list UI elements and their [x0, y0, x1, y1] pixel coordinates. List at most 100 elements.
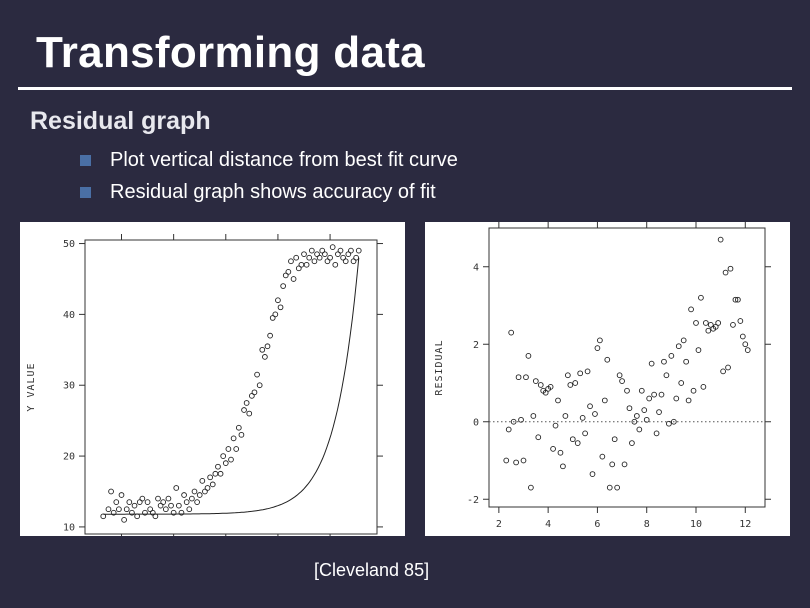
- data-point: [737, 318, 744, 324]
- data-point: [715, 320, 722, 326]
- y-tick-label: 10: [63, 522, 75, 533]
- data-point: [572, 380, 579, 386]
- data-point: [700, 384, 707, 390]
- data-point: [616, 372, 623, 379]
- data-point: [243, 400, 250, 406]
- data-point: [707, 322, 714, 328]
- y-tick-label: 2: [473, 340, 479, 351]
- data-point: [542, 389, 549, 396]
- y-tick-label: 4: [473, 262, 479, 273]
- y-tick-label: 0: [473, 417, 479, 428]
- data-point: [168, 502, 174, 509]
- data-point: [557, 449, 564, 456]
- data-point: [693, 320, 699, 326]
- data-point: [594, 345, 601, 351]
- data-point: [209, 481, 216, 488]
- data-point: [717, 236, 724, 243]
- data-point: [222, 460, 229, 467]
- section-heading: Residual graph: [30, 107, 211, 135]
- citation: [Cleveland 85]: [314, 560, 430, 580]
- data-point: [105, 506, 112, 513]
- scatter-plot-y-value-svg: 10 20 30 40 50 Y VALUE: [26, 234, 383, 536]
- data-point: [653, 430, 660, 437]
- data-point: [131, 502, 138, 509]
- data-point: [648, 360, 655, 367]
- data-point: [272, 311, 279, 318]
- data-point: [293, 254, 300, 261]
- data-point: [604, 356, 611, 363]
- data-point: [673, 395, 680, 402]
- data-point: [690, 387, 697, 394]
- data-point: [703, 320, 709, 326]
- data-point: [735, 296, 741, 303]
- data-point: [207, 474, 213, 481]
- data-point: [306, 254, 313, 261]
- x-tick-label: 12: [739, 519, 751, 530]
- data-point: [589, 471, 596, 477]
- data-point: [611, 436, 618, 443]
- data-point: [181, 492, 187, 498]
- data-point: [725, 364, 731, 371]
- data-point: [316, 254, 323, 261]
- bullet-text: Plot vertical distance from best fit cur…: [110, 149, 458, 171]
- data-point: [562, 413, 569, 419]
- data-point: [332, 261, 339, 268]
- x-tick-label: 8: [644, 519, 650, 530]
- data-point: [355, 247, 362, 254]
- data-point: [643, 416, 650, 423]
- data-point: [199, 478, 206, 484]
- data-point: [322, 251, 328, 258]
- data-point: [722, 269, 729, 276]
- data-point: [624, 387, 630, 394]
- bullet-item: Plot vertical distance from best fit cur…: [80, 144, 458, 176]
- bullet-item: Residual graph shows accuracy of fit: [80, 176, 458, 208]
- data-point: [196, 492, 203, 498]
- residual-plot: -2 0 2 4 2 4 6 8 10 12 RESIDUAL: [425, 222, 790, 536]
- data-point: [641, 407, 648, 413]
- x-tick-label: 6: [594, 519, 600, 530]
- data-point: [113, 499, 120, 505]
- data-point: [327, 254, 333, 261]
- data-point: [569, 436, 576, 443]
- y-tick-label: -2: [467, 495, 479, 506]
- data-point: [601, 397, 608, 404]
- data-point: [311, 258, 318, 265]
- data-point: [609, 461, 616, 468]
- y-tick-label: 20: [63, 452, 75, 463]
- data-point: [176, 502, 182, 509]
- data-point: [280, 283, 286, 289]
- data-point: [121, 516, 127, 523]
- data-point: [142, 509, 148, 516]
- data-point: [225, 446, 232, 452]
- data-point: [614, 484, 620, 491]
- data-point: [579, 415, 586, 421]
- data-point: [215, 463, 221, 470]
- data-point: [518, 416, 524, 423]
- data-point: [574, 440, 581, 446]
- data-point: [680, 337, 687, 344]
- data-point: [139, 495, 146, 502]
- data-point: [118, 492, 125, 498]
- data-point: [217, 470, 224, 477]
- y-axis-label: Y VALUE: [26, 362, 37, 411]
- bullet-list: Plot vertical distance from best fit cur…: [80, 144, 458, 208]
- data-point: [739, 333, 746, 340]
- data-point: [277, 304, 284, 311]
- data-point: [626, 405, 633, 412]
- data-point: [116, 506, 122, 513]
- data-point: [565, 372, 571, 379]
- data-point: [661, 358, 667, 365]
- data-point: [228, 456, 234, 463]
- data-point: [705, 327, 712, 334]
- data-point: [515, 374, 522, 381]
- square-bullet-icon: [80, 154, 91, 166]
- data-point: [675, 343, 682, 350]
- data-point: [505, 426, 512, 433]
- data-point: [285, 269, 292, 275]
- data-point: [288, 258, 294, 265]
- data-point: [599, 453, 606, 460]
- data-point: [353, 254, 359, 261]
- residual-plot-svg: -2 0 2 4 2 4 6 8 10 12 RESIDUAL: [434, 222, 771, 530]
- data-point: [621, 461, 628, 468]
- data-point: [246, 410, 253, 417]
